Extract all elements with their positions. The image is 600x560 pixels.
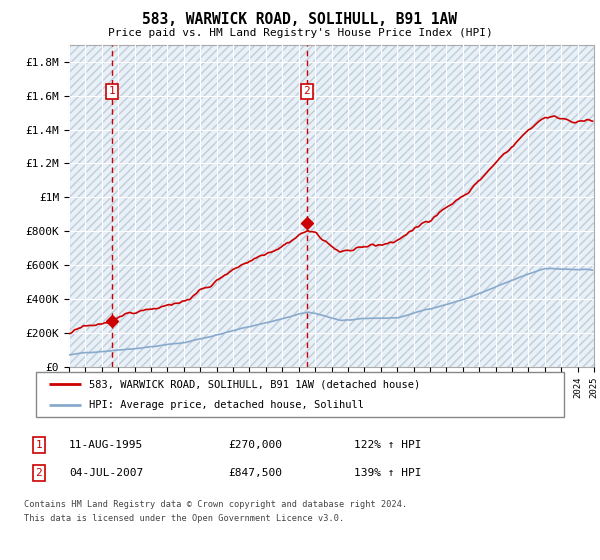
- Text: 2: 2: [35, 468, 43, 478]
- Text: 1: 1: [35, 440, 43, 450]
- Text: Contains HM Land Registry data © Crown copyright and database right 2024.: Contains HM Land Registry data © Crown c…: [24, 500, 407, 508]
- Text: 122% ↑ HPI: 122% ↑ HPI: [354, 440, 421, 450]
- Text: HPI: Average price, detached house, Solihull: HPI: Average price, detached house, Soli…: [89, 400, 364, 410]
- Text: £270,000: £270,000: [228, 440, 282, 450]
- Text: 2: 2: [304, 86, 310, 96]
- Text: 583, WARWICK ROAD, SOLIHULL, B91 1AW (detached house): 583, WARWICK ROAD, SOLIHULL, B91 1AW (de…: [89, 380, 420, 390]
- Text: 1: 1: [109, 86, 115, 96]
- Text: 583, WARWICK ROAD, SOLIHULL, B91 1AW: 583, WARWICK ROAD, SOLIHULL, B91 1AW: [143, 12, 458, 27]
- Text: 139% ↑ HPI: 139% ↑ HPI: [354, 468, 421, 478]
- Text: 04-JUL-2007: 04-JUL-2007: [69, 468, 143, 478]
- FancyBboxPatch shape: [36, 372, 564, 417]
- Text: 11-AUG-1995: 11-AUG-1995: [69, 440, 143, 450]
- Text: This data is licensed under the Open Government Licence v3.0.: This data is licensed under the Open Gov…: [24, 514, 344, 523]
- Text: £847,500: £847,500: [228, 468, 282, 478]
- Text: Price paid vs. HM Land Registry's House Price Index (HPI): Price paid vs. HM Land Registry's House …: [107, 28, 493, 38]
